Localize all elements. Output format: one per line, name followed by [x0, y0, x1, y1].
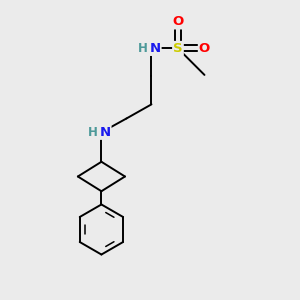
Text: S: S — [173, 42, 183, 55]
Text: H: H — [138, 42, 148, 55]
Text: N: N — [149, 42, 161, 55]
Text: H: H — [88, 126, 98, 139]
Text: O: O — [172, 15, 184, 28]
Text: O: O — [199, 42, 210, 55]
Text: N: N — [99, 126, 110, 139]
